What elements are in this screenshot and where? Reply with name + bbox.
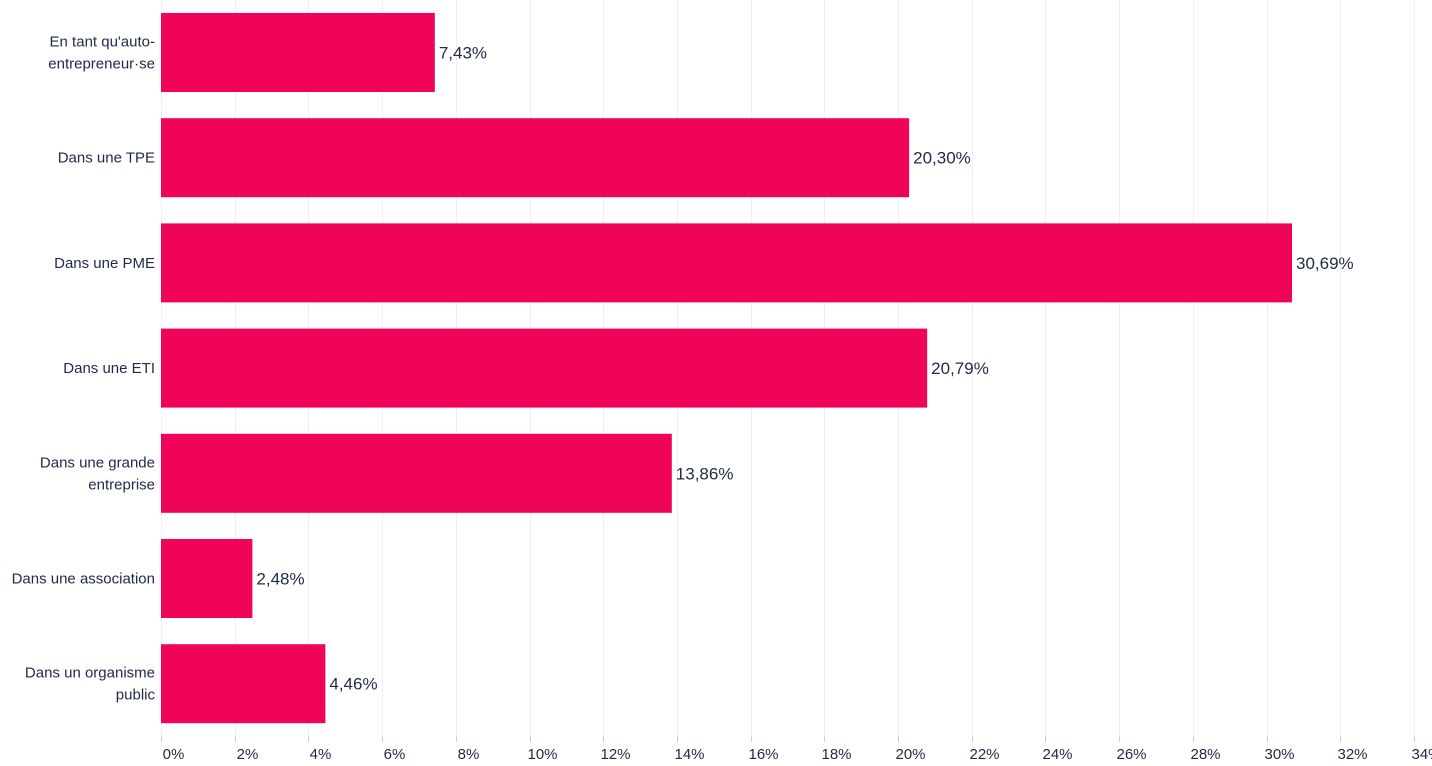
x-tick-label: 24% — [1042, 746, 1072, 763]
bar — [161, 13, 435, 92]
x-tick-label: 28% — [1190, 746, 1220, 763]
category-label: Dans une ETI — [63, 360, 155, 377]
value-label: 30,69% — [1296, 254, 1354, 273]
x-tick-label: 32% — [1337, 746, 1367, 763]
x-tick-label: 14% — [674, 746, 704, 763]
bar — [161, 223, 1293, 303]
x-tick-label: 8% — [458, 746, 480, 763]
category-label: entreprise — [88, 476, 155, 493]
category-label: entrepreneur·se — [48, 56, 155, 73]
x-tick-label: 0% — [163, 746, 185, 763]
category-label: Dans une association — [12, 571, 155, 588]
category-label: Dans une PME — [54, 255, 155, 272]
value-label: 7,43% — [439, 44, 487, 63]
bar — [161, 328, 928, 408]
x-tick-label: 10% — [527, 746, 557, 763]
value-label: 4,46% — [329, 675, 377, 694]
x-axis: 0% 2% 4% 6% 8% 10% 12% 14% 16% 18% 20% 22% 24% 26% 28%… — [161, 736, 1432, 763]
x-tick-label: 16% — [748, 746, 778, 763]
category-label: public — [116, 687, 156, 704]
x-tick-label: 4% — [310, 746, 332, 763]
x-tick-label: 26% — [1116, 746, 1146, 763]
x-tick-label: 34% — [1411, 746, 1432, 763]
value-label: 2,48% — [256, 570, 304, 589]
x-tick-label: 30% — [1264, 746, 1294, 763]
label-layer: 7,43% En tant qu'auto-entrepreneur·se 20,3… — [12, 34, 1354, 704]
category-label: Dans une grande — [40, 454, 155, 471]
x-tick-label: 2% — [237, 746, 259, 763]
category-label: En tant qu'auto- — [50, 34, 155, 51]
x-tick-label: 22% — [969, 746, 999, 763]
bar — [161, 644, 326, 724]
category-label: Dans un organisme — [25, 665, 155, 682]
x-tick-label: 20% — [895, 746, 925, 763]
x-tick-label: 18% — [821, 746, 851, 763]
x-tick-label: 12% — [600, 746, 630, 763]
bar — [161, 539, 253, 618]
value-label: 20,79% — [931, 359, 989, 378]
value-label: 20,30% — [913, 149, 971, 168]
x-tick-label: 6% — [384, 746, 406, 763]
bar — [161, 118, 910, 198]
value-label: 13,86% — [676, 464, 734, 483]
category-label: Dans une TPE — [58, 150, 155, 167]
bar — [161, 433, 672, 513]
bar-layer — [161, 13, 1293, 724]
